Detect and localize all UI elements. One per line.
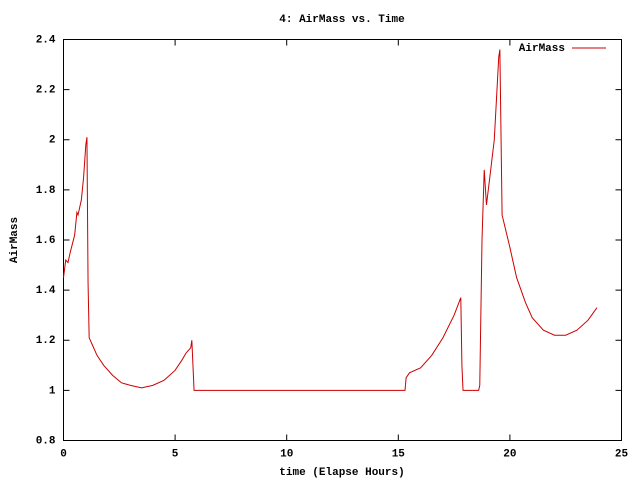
y-tick-label: 2 <box>49 135 56 147</box>
y-tick-label: 2.2 <box>36 85 56 97</box>
y-tick-label: 1 <box>49 385 56 397</box>
x-tick-label: 5 <box>172 448 179 460</box>
y-tick-label: 0.8 <box>36 435 56 447</box>
y-tick-label: 1.6 <box>36 235 56 247</box>
data-line <box>63 49 598 391</box>
x-tick-label: 0 <box>60 448 67 460</box>
x-axis-label: time (Elapse Hours) <box>279 467 404 479</box>
x-tick-label: 10 <box>280 448 293 460</box>
plot-frame <box>63 39 622 441</box>
x-tick-label: 25 <box>615 448 629 460</box>
y-tick-label: 1.8 <box>36 185 56 197</box>
y-tick-label: 1.4 <box>36 285 56 297</box>
legend-label: AirMass <box>519 43 565 55</box>
y-tick-label: 2.4 <box>36 34 56 46</box>
x-tick-label: 15 <box>392 448 406 460</box>
y-tick-label: 1.2 <box>36 335 56 347</box>
y-axis-label: AirMass <box>9 217 21 263</box>
chart-title: 4: AirMass vs. Time <box>279 14 405 26</box>
x-tick-label: 20 <box>503 448 516 460</box>
